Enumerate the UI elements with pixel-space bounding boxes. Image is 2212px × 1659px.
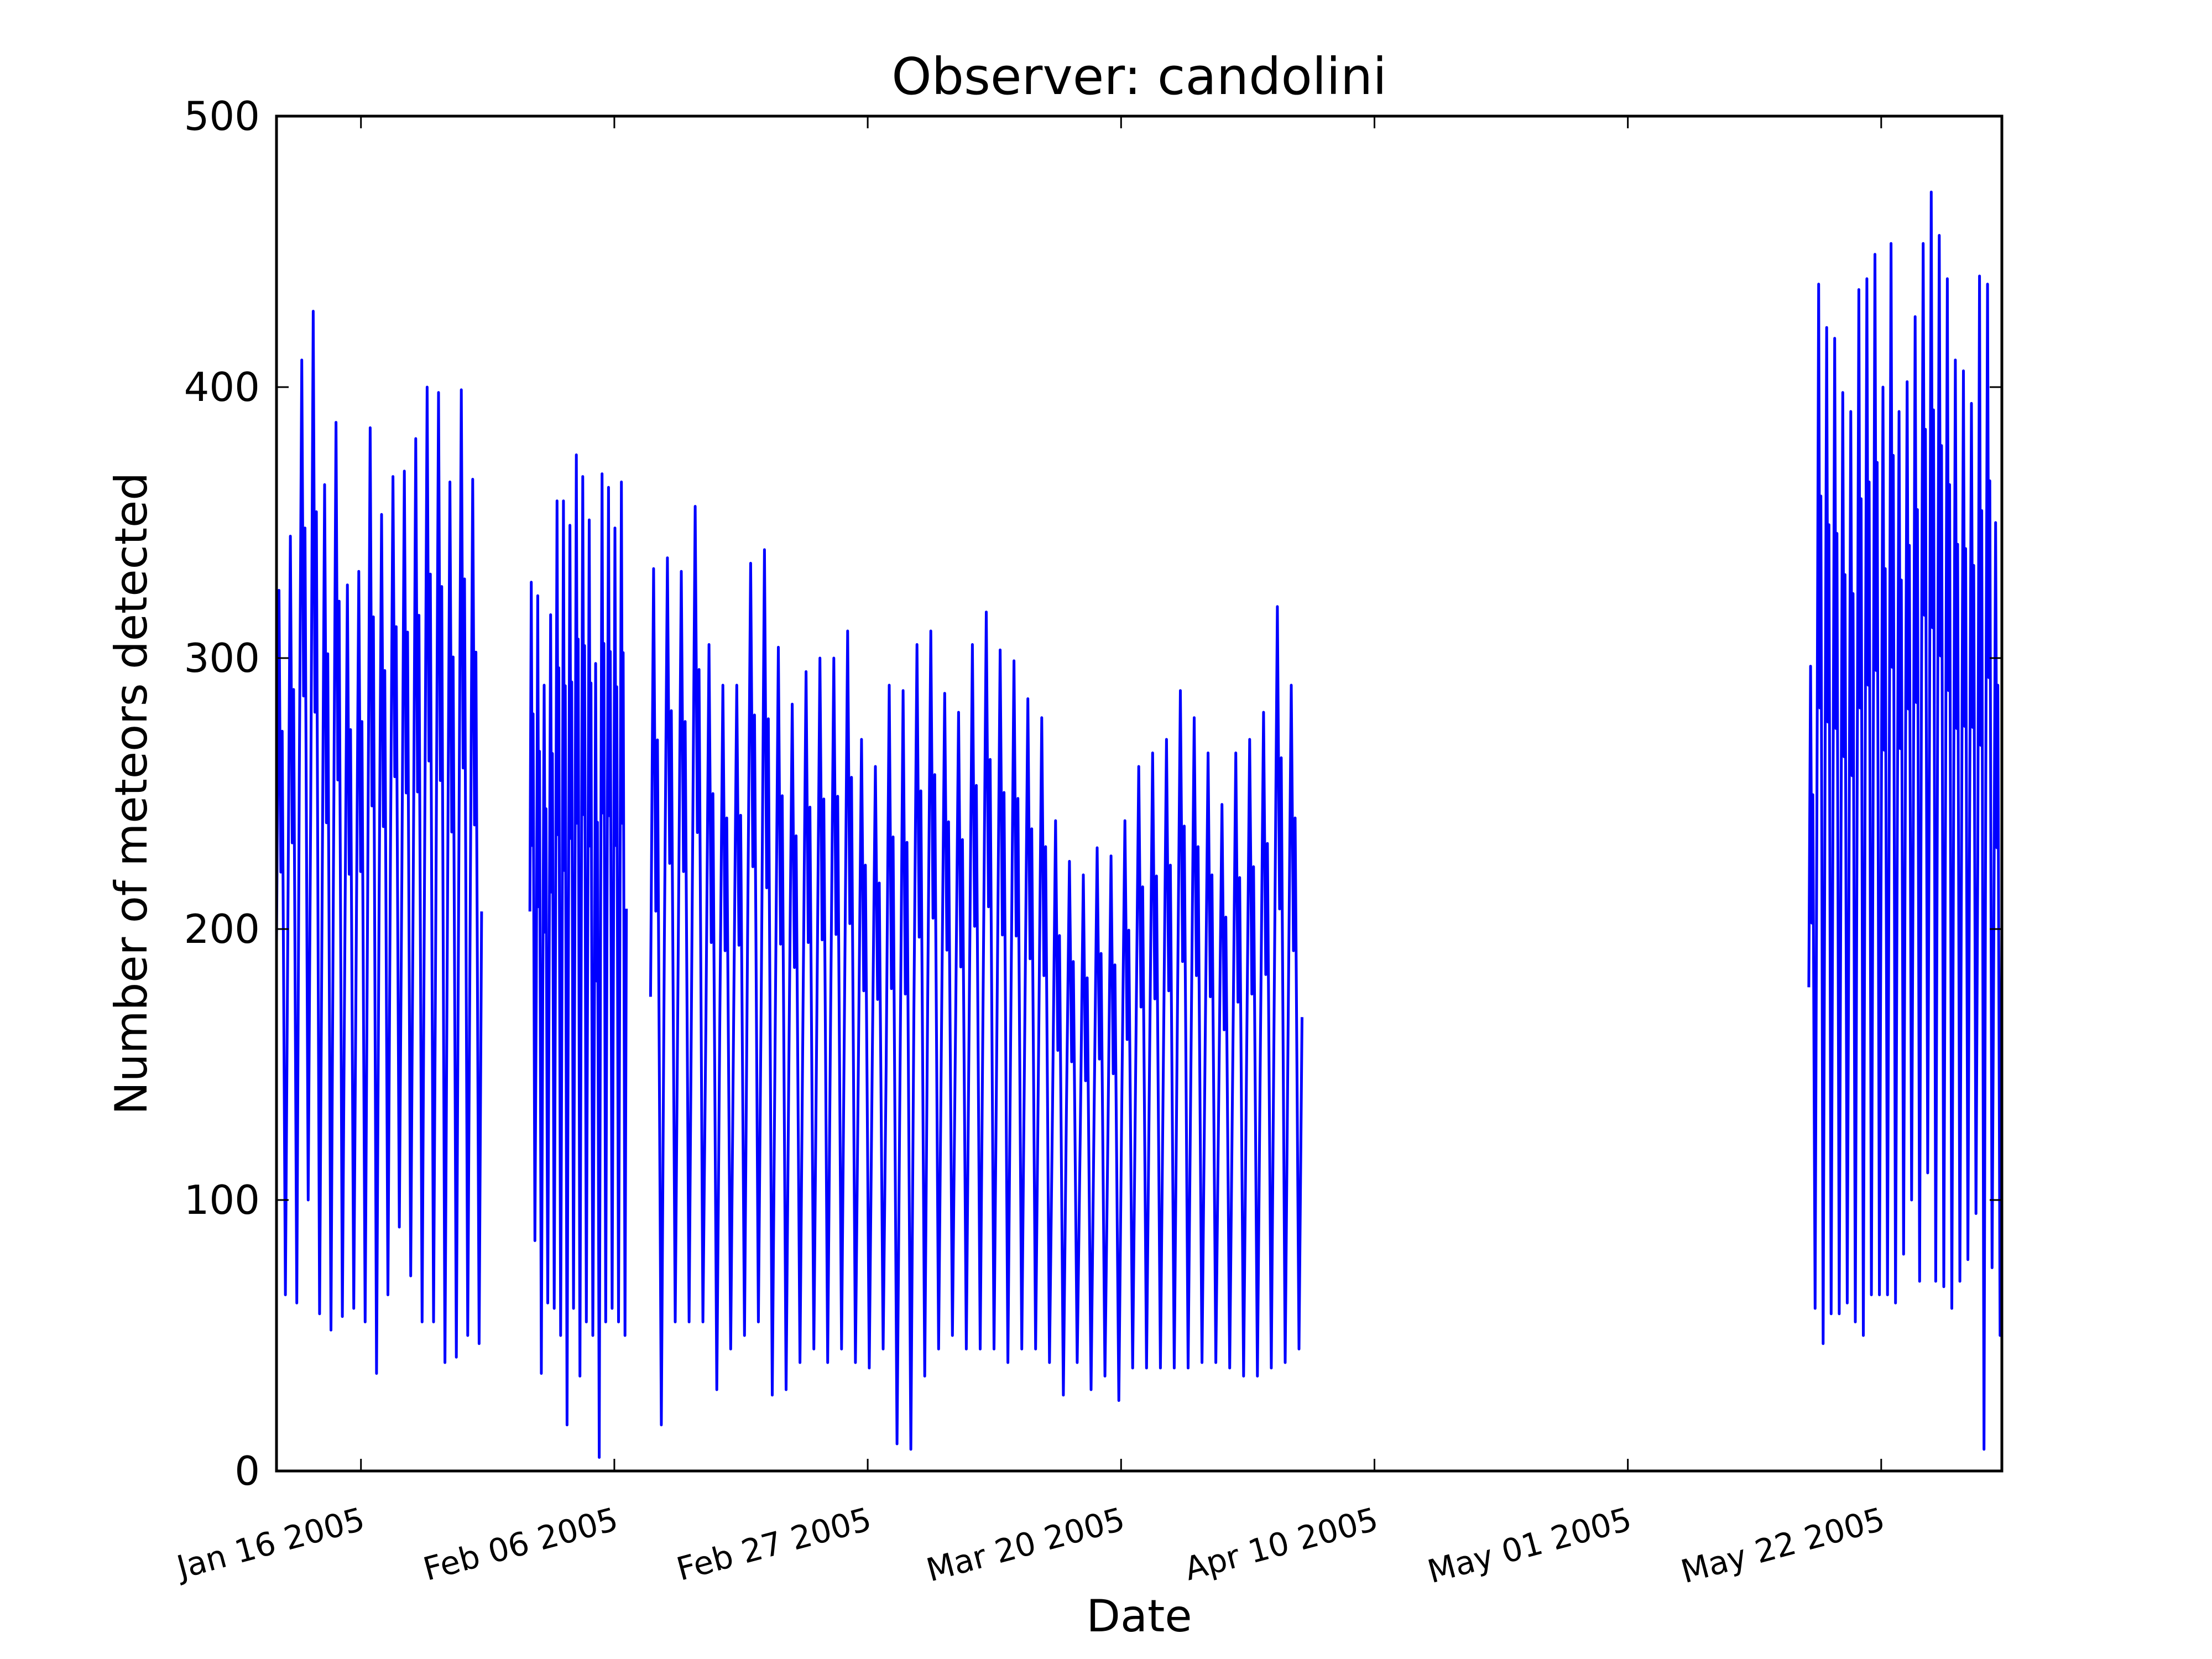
plot-area bbox=[276, 190, 2002, 1459]
series-line-segment bbox=[1807, 190, 2002, 1451]
y-tick-label: 200 bbox=[184, 906, 260, 952]
y-tick-label: 300 bbox=[184, 635, 260, 681]
x-axis-label: Date bbox=[1086, 1590, 1192, 1642]
y-tick-label: 0 bbox=[234, 1448, 260, 1494]
y-tick-label: 100 bbox=[184, 1177, 260, 1223]
y-axis-ticks: 0 100 200 300 400 500 bbox=[184, 93, 2002, 1494]
plot-frame bbox=[275, 114, 2004, 1473]
series-line-segment bbox=[276, 310, 483, 1375]
series-line-segment bbox=[528, 453, 628, 1459]
series-layer bbox=[276, 190, 2002, 1459]
y-axis-label: Number of meteors detected bbox=[106, 472, 157, 1115]
chart-title: Observer: candolini bbox=[891, 47, 1387, 106]
series-line-segment bbox=[649, 505, 1303, 1451]
y-tick-label: 500 bbox=[184, 93, 260, 139]
y-tick-label: 400 bbox=[184, 364, 260, 410]
